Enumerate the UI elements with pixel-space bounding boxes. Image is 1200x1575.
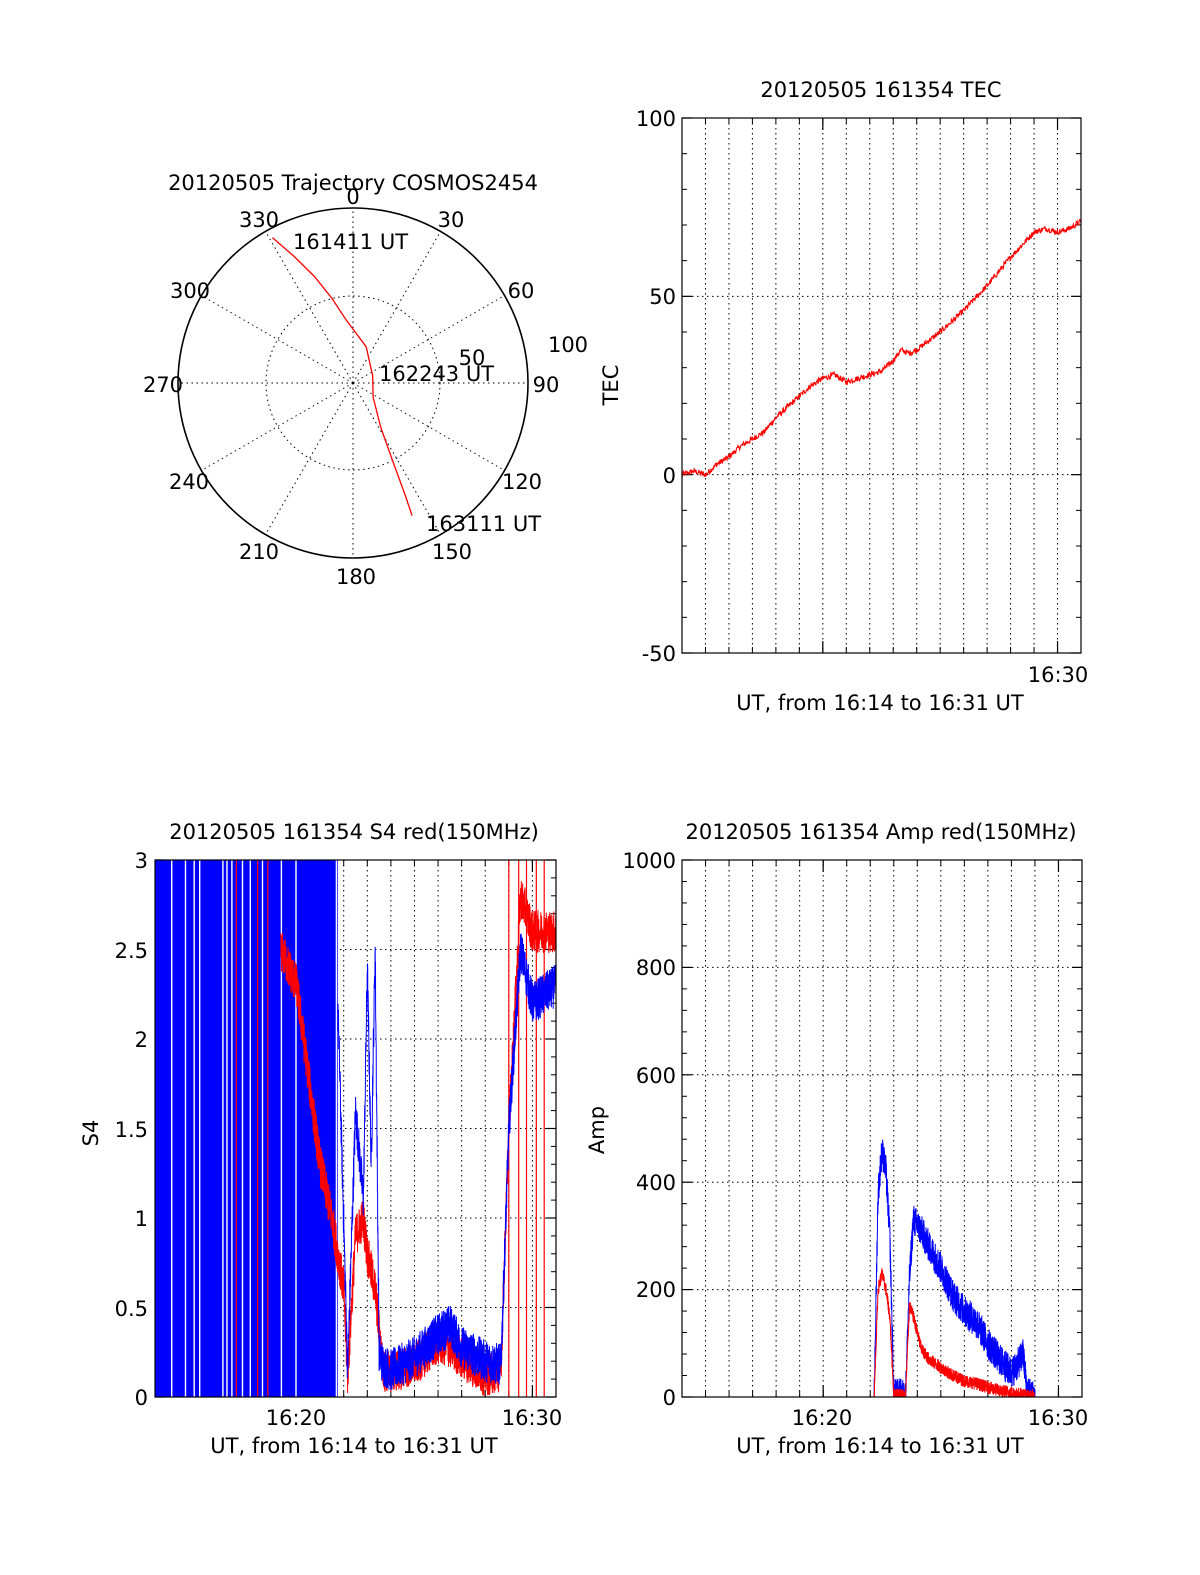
polar-spoke-120 — [352, 382, 505, 471]
s4-ytick-1: 1 — [135, 1207, 148, 1231]
tec-grid — [682, 118, 1081, 653]
tec-plot-frame — [681, 117, 1082, 654]
az-label-270: 270 — [143, 373, 183, 397]
az-label-210: 210 — [239, 540, 279, 564]
az-label-240: 240 — [169, 470, 209, 494]
amp-ytick-0: 0 — [663, 1386, 676, 1410]
radius-label-100: 100 — [548, 333, 588, 357]
s4-red-spikes — [170, 860, 545, 1397]
amp-plot-frame — [681, 859, 1083, 1398]
tec-xlabel: UT, from 16:14 to 16:31 UT — [736, 691, 1024, 715]
amp-ytick-400: 400 — [636, 1171, 676, 1195]
tec-ytick-50: 50 — [649, 285, 676, 309]
tec-ylabel: TEC — [599, 365, 623, 407]
annotation-mid-time: 162243 UT — [379, 362, 494, 386]
s4-ytick-0: 0 — [135, 1386, 148, 1410]
polar-spoke-210 — [265, 382, 354, 535]
s4-blue-series-line — [337, 933, 557, 1390]
az-label-180: 180 — [336, 565, 376, 589]
s4-ytick-0_5: 0.5 — [115, 1297, 148, 1321]
polar-spoke-330 — [265, 231, 354, 384]
az-label-30: 30 — [438, 208, 465, 232]
az-label-120: 120 — [502, 470, 542, 494]
trajectory-line — [271, 237, 413, 516]
amp-xlabel: UT, from 16:14 to 16:31 UT — [736, 1434, 1024, 1458]
amp-ytick-200: 200 — [636, 1278, 676, 1302]
s4-ytick-2: 2 — [135, 1028, 148, 1052]
s4-panel: 20120505 161354 S4 red(150MHz) 3 2.5 2 1… — [79, 820, 562, 1458]
az-label-60: 60 — [508, 279, 535, 303]
radius-label-50: 50 — [459, 346, 486, 370]
s4-ytick-2_5: 2.5 — [115, 939, 148, 963]
polar-spokes — [178, 208, 528, 558]
tec-title: 20120505 161354 TEC — [760, 78, 1001, 102]
s4-ytick-1_5: 1.5 — [115, 1118, 148, 1142]
tec-ticks — [682, 117, 1081, 654]
amp-ylabel: Amp — [585, 1106, 609, 1154]
az-label-90: 90 — [533, 373, 560, 397]
polar-spoke-150 — [352, 382, 441, 535]
tec-panel: 20120505 161354 TEC 100 50 0 -50 16:30 U… — [599, 78, 1088, 715]
tec-xtick-1630: 16:30 — [1028, 663, 1089, 687]
polar-azimuth-labels: 0 30 60 90 120 150 180 210 240 270 300 3… — [143, 185, 559, 589]
trajectory-title: 20120505 Trajectory COSMOS2454 — [168, 171, 538, 195]
tec-ytick-0: 0 — [663, 464, 676, 488]
amp-ytick-1000: 1000 — [623, 849, 676, 873]
s4-blue-saturation-band — [155, 860, 338, 1397]
polar-spoke-60 — [352, 295, 505, 384]
polar-spoke-300 — [201, 295, 354, 384]
amp-xtick-1630: 16:30 — [1028, 1406, 1089, 1430]
annotation-end-time: 163111 UT — [426, 512, 541, 536]
tec-ytick-100: 100 — [636, 107, 676, 131]
polar-spoke-240 — [201, 382, 354, 471]
amp-ytick-600: 600 — [636, 1064, 676, 1088]
s4-ytick-3: 3 — [135, 849, 148, 873]
s4-plot-frame — [154, 859, 557, 1398]
az-label-0: 0 — [346, 185, 359, 209]
amp-panel: 20120505 161354 Amp red(150MHz) 1000 800… — [585, 820, 1088, 1458]
s4-ylabel: S4 — [79, 1120, 103, 1147]
az-label-150: 150 — [432, 540, 472, 564]
annotation-start-time: 161411 UT — [293, 230, 408, 254]
s4-xlabel: UT, from 16:14 to 16:31 UT — [210, 1434, 498, 1458]
amp-ticks — [682, 859, 1082, 1398]
amp-title: 20120505 161354 Amp red(150MHz) — [685, 820, 1076, 844]
polar-inner-circle — [265, 295, 441, 471]
s4-xtick-1620: 16:20 — [266, 1406, 327, 1430]
trajectory-panel: 20120505 Trajectory COSMOS2454 0 30 60 9… — [143, 171, 588, 589]
amp-xtick-1620: 16:20 — [792, 1406, 853, 1430]
s4-xtick-1630: 16:30 — [502, 1406, 563, 1430]
amp-red-series-line — [682, 1268, 1082, 1399]
az-label-330: 330 — [239, 208, 279, 232]
az-label-300: 300 — [170, 279, 210, 303]
amp-grid — [682, 860, 1082, 1397]
polar-spoke-30 — [352, 231, 441, 384]
tec-ytick-minus50: -50 — [642, 642, 676, 666]
polar-outer-circle — [177, 207, 529, 559]
amp-ytick-800: 800 — [636, 956, 676, 980]
s4-title: 20120505 161354 S4 red(150MHz) — [169, 820, 539, 844]
tec-series-line — [681, 218, 1082, 478]
